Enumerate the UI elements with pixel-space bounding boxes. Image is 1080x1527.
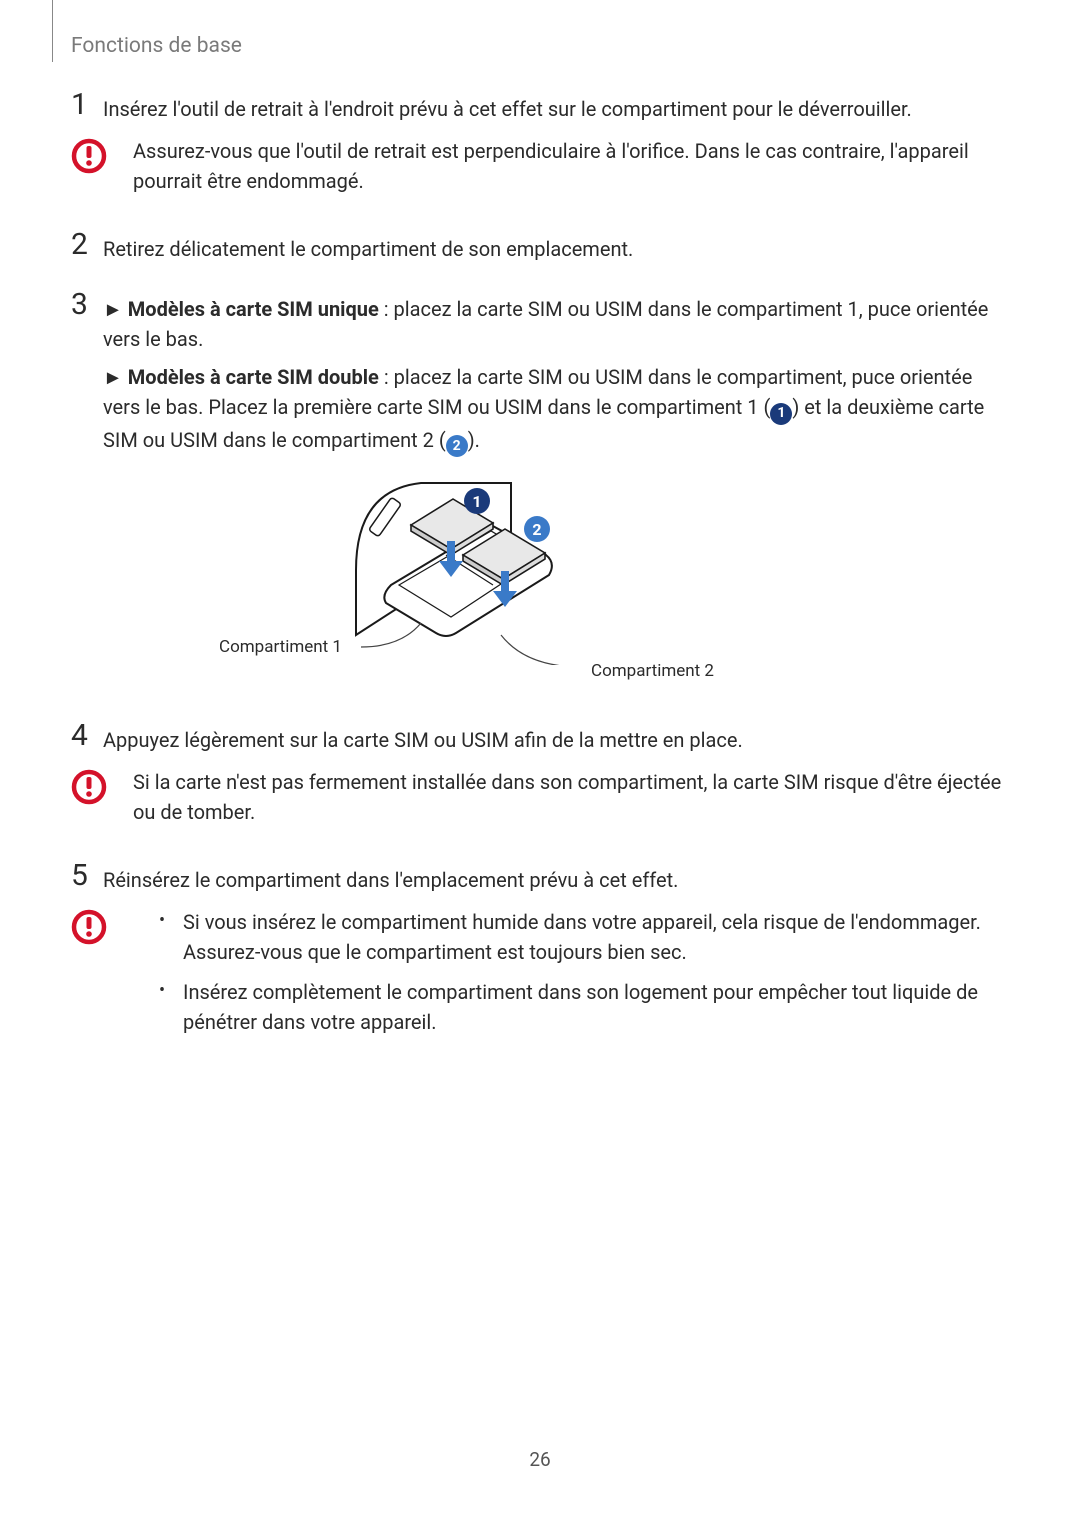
header-side-line	[52, 0, 53, 62]
main-content: 1 Insérez l'outil de retrait à l'endroit…	[71, 88, 1011, 1065]
arrow-glyph: ►	[103, 365, 123, 389]
warning-3: Si vous insérez le compartiment humide d…	[71, 907, 1011, 1047]
step-2-number: 2	[71, 230, 101, 260]
step-1-text: Insérez l'outil de retrait à l'endroit p…	[101, 88, 912, 124]
page-number: 26	[0, 1448, 1080, 1471]
sim-tray-figure: 1 2 Compartiment 1 Compartiment 2	[71, 475, 1011, 695]
warning-2-text: Si la carte n'est pas fermement installé…	[133, 767, 1011, 827]
sim-tray-illustration: 1 2	[351, 475, 571, 665]
step-4: 4 Appuyez légèrement sur la carte SIM ou…	[71, 719, 1011, 755]
step-1: 1 Insérez l'outil de retrait à l'endroit…	[71, 88, 1011, 124]
step-2-text: Retirez délicatement le compartiment de …	[101, 228, 633, 264]
figure-label-1: Compartiment 1	[219, 637, 342, 657]
step-4-number: 4	[71, 721, 101, 751]
warning-3-bullet-2: Insérez complètement le compartiment dan…	[159, 977, 1011, 1037]
step-3-number: 3	[71, 290, 101, 320]
inline-badge-1: 1	[770, 403, 792, 425]
warning-2: Si la carte n'est pas fermement installé…	[71, 767, 1011, 827]
svg-text:1: 1	[472, 492, 481, 511]
caution-icon	[71, 138, 107, 174]
step-1-number: 1	[71, 90, 101, 120]
figure-label-2: Compartiment 2	[591, 661, 714, 681]
step-4-text: Appuyez légèrement sur la carte SIM ou U…	[101, 719, 743, 755]
inline-badge-2: 2	[446, 435, 468, 457]
step-3-rest-2c: ).	[468, 428, 480, 452]
warning-3-list: Si vous insérez le compartiment humide d…	[133, 907, 1011, 1047]
step-3-bold-1: Modèles à carte SIM unique	[128, 297, 379, 321]
warning-1: Assurez-vous que l'outil de retrait est …	[71, 136, 1011, 196]
step-5-text: Réinsérez le compartiment dans l'emplace…	[101, 859, 678, 895]
step-3-bold-2: Modèles à carte SIM double	[128, 365, 379, 389]
svg-text:2: 2	[532, 520, 541, 539]
caution-icon	[71, 909, 107, 945]
step-5-number: 5	[71, 861, 101, 891]
warning-3-bullet-1: Si vous insérez le compartiment humide d…	[159, 907, 1011, 967]
step-2: 2 Retirez délicatement le compartiment d…	[71, 228, 1011, 264]
caution-icon	[71, 769, 107, 805]
arrow-glyph: ►	[103, 297, 123, 321]
warning-1-text: Assurez-vous que l'outil de retrait est …	[133, 136, 1011, 196]
step-3: 3 ► Modèles à carte SIM unique : placez …	[71, 288, 1011, 465]
page-header: Fonctions de base	[71, 34, 242, 58]
step-3-body: ► Modèles à carte SIM unique : placez la…	[101, 288, 1011, 465]
step-5: 5 Réinsérez le compartiment dans l'empla…	[71, 859, 1011, 895]
